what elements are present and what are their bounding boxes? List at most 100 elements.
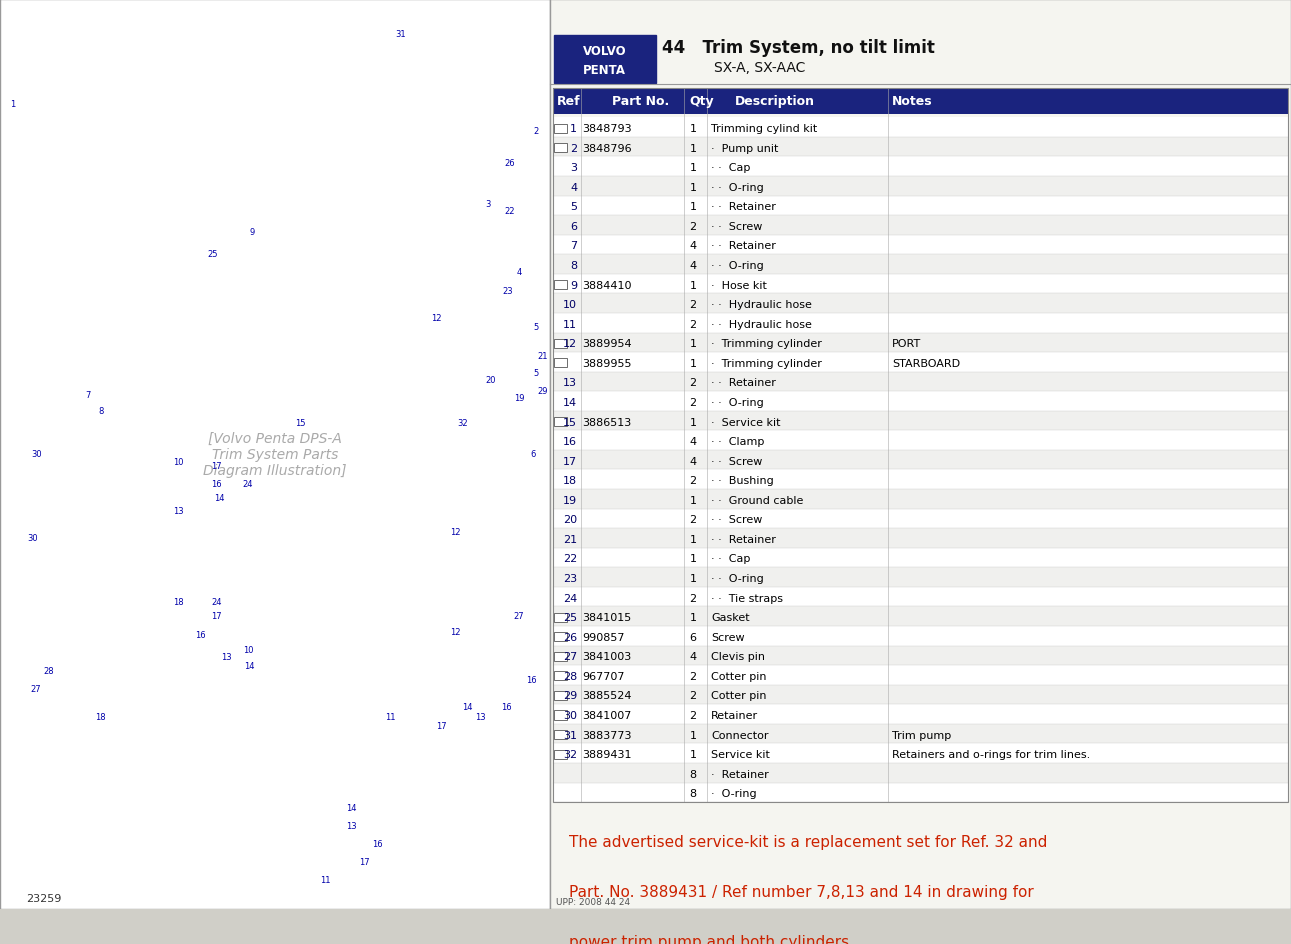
FancyBboxPatch shape bbox=[553, 744, 1288, 763]
Text: 23: 23 bbox=[502, 286, 513, 295]
Text: 30: 30 bbox=[31, 450, 41, 459]
Text: 11: 11 bbox=[563, 319, 577, 329]
Text: 2: 2 bbox=[689, 514, 697, 525]
Text: 16: 16 bbox=[501, 702, 511, 712]
Text: 14: 14 bbox=[214, 494, 225, 502]
Text: 23: 23 bbox=[563, 573, 577, 583]
Text: 28: 28 bbox=[563, 671, 577, 682]
Text: 32: 32 bbox=[457, 418, 467, 428]
Text: · ·  Screw: · · Screw bbox=[711, 222, 763, 231]
Text: 3841007: 3841007 bbox=[582, 710, 631, 720]
FancyBboxPatch shape bbox=[554, 37, 656, 84]
Text: 23259: 23259 bbox=[26, 893, 61, 903]
Text: 8: 8 bbox=[689, 768, 697, 779]
Text: 16: 16 bbox=[212, 480, 222, 488]
Text: 3889431: 3889431 bbox=[582, 750, 631, 759]
Text: 27: 27 bbox=[563, 651, 577, 662]
Text: 20: 20 bbox=[485, 376, 496, 384]
FancyBboxPatch shape bbox=[554, 632, 567, 642]
Text: · ·  Bushing: · · Bushing bbox=[711, 476, 775, 486]
Text: SX-A, SX-AAC: SX-A, SX-AAC bbox=[714, 61, 806, 76]
Text: 28: 28 bbox=[44, 666, 54, 675]
Text: · ·  Retainer: · · Retainer bbox=[711, 378, 776, 388]
FancyBboxPatch shape bbox=[554, 143, 567, 153]
Text: 14: 14 bbox=[563, 397, 577, 408]
FancyBboxPatch shape bbox=[553, 392, 1288, 412]
Text: 2: 2 bbox=[689, 671, 697, 682]
Text: Trim pump: Trim pump bbox=[892, 730, 951, 740]
Text: 14: 14 bbox=[346, 802, 356, 812]
Text: 30: 30 bbox=[563, 710, 577, 720]
Text: 17: 17 bbox=[436, 721, 447, 730]
Text: 1: 1 bbox=[689, 534, 696, 545]
FancyBboxPatch shape bbox=[553, 666, 1288, 685]
Text: 24: 24 bbox=[212, 598, 222, 606]
Text: 1: 1 bbox=[689, 573, 696, 583]
FancyBboxPatch shape bbox=[0, 0, 550, 909]
Text: 5: 5 bbox=[571, 202, 577, 212]
FancyBboxPatch shape bbox=[553, 333, 1288, 353]
FancyBboxPatch shape bbox=[553, 177, 1288, 196]
FancyBboxPatch shape bbox=[553, 412, 1288, 430]
Text: 15: 15 bbox=[563, 417, 577, 427]
Text: 16: 16 bbox=[372, 839, 382, 848]
Text: 10: 10 bbox=[243, 646, 253, 654]
Text: 2: 2 bbox=[689, 691, 697, 700]
FancyBboxPatch shape bbox=[553, 685, 1288, 704]
Text: 18: 18 bbox=[173, 598, 183, 606]
Text: 1: 1 bbox=[689, 143, 696, 154]
Text: 6: 6 bbox=[531, 450, 536, 459]
Text: 14: 14 bbox=[462, 702, 473, 712]
Text: ·  O-ring: · O-ring bbox=[711, 788, 757, 799]
Text: Clevis pin: Clevis pin bbox=[711, 651, 766, 662]
Text: ·  Hose kit: · Hose kit bbox=[711, 280, 767, 290]
FancyBboxPatch shape bbox=[553, 118, 1288, 138]
Text: 3884410: 3884410 bbox=[582, 280, 631, 290]
Text: 20: 20 bbox=[563, 514, 577, 525]
FancyBboxPatch shape bbox=[554, 339, 567, 348]
FancyBboxPatch shape bbox=[553, 372, 1288, 392]
Text: 24: 24 bbox=[563, 593, 577, 603]
FancyBboxPatch shape bbox=[554, 691, 567, 700]
Text: 13: 13 bbox=[173, 506, 183, 515]
Text: 25: 25 bbox=[563, 613, 577, 622]
Text: 9: 9 bbox=[569, 280, 577, 290]
Text: ·  Pump unit: · Pump unit bbox=[711, 143, 778, 154]
Text: · ·  Cap: · · Cap bbox=[711, 554, 750, 564]
Text: · ·  Hydraulic hose: · · Hydraulic hose bbox=[711, 300, 812, 310]
Text: 6: 6 bbox=[689, 632, 696, 642]
Text: 967707: 967707 bbox=[582, 671, 625, 682]
Text: ·  Retainer: · Retainer bbox=[711, 768, 769, 779]
Text: · ·  Retainer: · · Retainer bbox=[711, 202, 776, 212]
FancyBboxPatch shape bbox=[553, 490, 1288, 509]
Text: 17: 17 bbox=[212, 462, 222, 471]
Text: · ·  Screw: · · Screw bbox=[711, 456, 763, 466]
Text: Part No.: Part No. bbox=[612, 95, 669, 109]
Text: 1: 1 bbox=[689, 496, 696, 505]
Text: Retainer: Retainer bbox=[711, 710, 759, 720]
FancyBboxPatch shape bbox=[553, 587, 1288, 607]
Text: 4: 4 bbox=[689, 456, 697, 466]
Text: 18: 18 bbox=[563, 476, 577, 486]
Text: 44   Trim System, no tilt limit: 44 Trim System, no tilt limit bbox=[662, 40, 935, 58]
Text: · ·  Retainer: · · Retainer bbox=[711, 242, 776, 251]
Text: Description: Description bbox=[735, 95, 815, 109]
Text: 4: 4 bbox=[689, 261, 697, 271]
Text: 3848796: 3848796 bbox=[582, 143, 631, 154]
Text: 16: 16 bbox=[527, 676, 537, 684]
Text: 27: 27 bbox=[514, 612, 524, 621]
Text: 1: 1 bbox=[689, 202, 696, 212]
Text: · ·  Ground cable: · · Ground cable bbox=[711, 496, 804, 505]
Text: 1: 1 bbox=[689, 359, 696, 368]
Text: 7: 7 bbox=[569, 242, 577, 251]
Text: 16: 16 bbox=[563, 437, 577, 447]
Text: STARBOARD: STARBOARD bbox=[892, 359, 961, 368]
FancyBboxPatch shape bbox=[553, 295, 1288, 313]
FancyBboxPatch shape bbox=[553, 313, 1288, 333]
Text: 3841015: 3841015 bbox=[582, 613, 631, 622]
Text: 4: 4 bbox=[689, 242, 697, 251]
Text: 29: 29 bbox=[537, 386, 547, 396]
Text: · ·  Clamp: · · Clamp bbox=[711, 437, 764, 447]
Text: PENTA: PENTA bbox=[584, 63, 626, 76]
Text: 31: 31 bbox=[395, 30, 405, 39]
